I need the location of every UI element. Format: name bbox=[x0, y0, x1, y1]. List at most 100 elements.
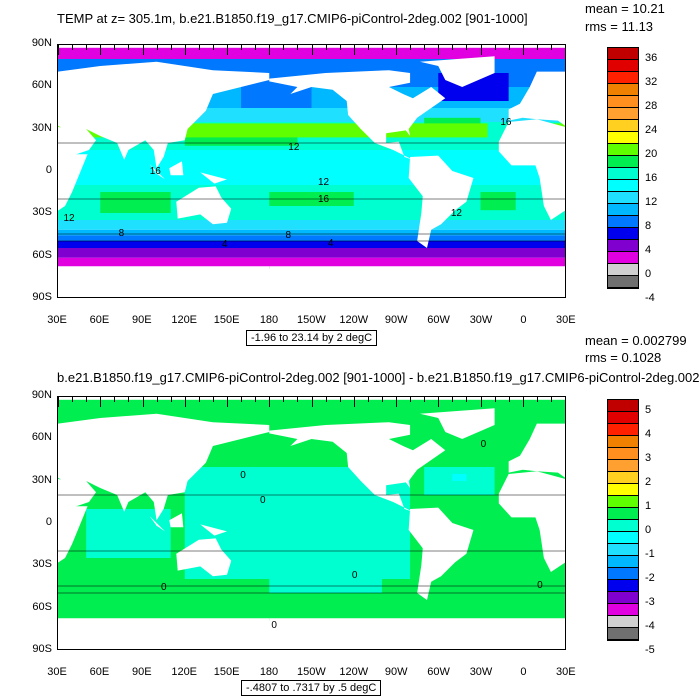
land-borneo bbox=[169, 161, 184, 176]
lon-label: 60E bbox=[89, 666, 110, 678]
colorbar-box bbox=[608, 436, 638, 448]
lon-label: 150E bbox=[213, 314, 240, 326]
tick bbox=[142, 397, 144, 407]
tick bbox=[550, 397, 552, 402]
contour-label: 0 bbox=[240, 470, 246, 482]
colorbar-label: 3 bbox=[645, 452, 652, 464]
lon-label: 60W bbox=[427, 666, 450, 678]
tick bbox=[353, 45, 355, 55]
plot1-colorbar bbox=[607, 47, 639, 289]
lon-label: 90E bbox=[132, 666, 152, 678]
plot1-range-label: -1.96 to 23.14 by 2 degC bbox=[246, 330, 378, 346]
land-eurasia bbox=[508, 423, 565, 478]
colorbar-label: 1 bbox=[645, 500, 652, 512]
lat-label: 90N bbox=[31, 37, 52, 49]
colorbar-box bbox=[608, 180, 638, 192]
lon-label: 90E bbox=[132, 314, 152, 326]
colorbar-box bbox=[608, 240, 638, 252]
lat-label: 60S bbox=[32, 600, 52, 613]
field-band bbox=[58, 241, 565, 248]
plot1-rms: rms = 11.13 bbox=[585, 19, 654, 34]
contour-label: 0 bbox=[271, 619, 277, 631]
lon-label: 180 bbox=[259, 666, 279, 678]
lon-label: 30E bbox=[556, 314, 576, 326]
colorbar-box bbox=[608, 472, 638, 484]
contour-label: 0 bbox=[260, 495, 266, 507]
lon-label: 120E bbox=[171, 314, 198, 326]
land-australia bbox=[176, 186, 232, 225]
colorbar-label: 24 bbox=[645, 124, 658, 136]
tick bbox=[396, 397, 397, 407]
colorbar-label: 4 bbox=[645, 428, 652, 440]
colorbar-box bbox=[608, 120, 638, 132]
field-band bbox=[58, 248, 565, 258]
field-band bbox=[58, 257, 565, 269]
colorbar-label: -5 bbox=[645, 644, 655, 656]
land-borneo bbox=[169, 513, 184, 528]
lat-label: 0 bbox=[45, 163, 52, 176]
tick bbox=[86, 45, 88, 50]
land-africa bbox=[58, 126, 88, 211]
tick bbox=[452, 45, 454, 50]
tick bbox=[339, 397, 341, 402]
tick bbox=[311, 397, 313, 407]
tick bbox=[156, 45, 158, 50]
plot1-title: TEMP at z= 305.1m, b.e21.B1850.f19_g17.C… bbox=[57, 11, 528, 26]
contour-label: 4 bbox=[327, 237, 334, 249]
tick bbox=[142, 45, 144, 55]
lat-label: 60N bbox=[31, 79, 52, 92]
tick bbox=[86, 397, 88, 402]
land-africa bbox=[498, 119, 565, 220]
colorbar-box bbox=[608, 532, 638, 544]
colorbar-box bbox=[608, 484, 638, 496]
colorbar-label: 8 bbox=[645, 220, 652, 232]
lon-label: 60E bbox=[89, 314, 110, 326]
land-newguinea bbox=[200, 524, 227, 536]
colorbar-box bbox=[608, 168, 638, 180]
plot2-range-label: -.4807 to .7317 by .5 degC bbox=[241, 680, 382, 696]
tick bbox=[424, 45, 426, 50]
colorbar-box bbox=[608, 496, 638, 508]
field-patch bbox=[480, 192, 516, 211]
tick bbox=[212, 45, 214, 50]
contour-label: 4 bbox=[221, 239, 228, 251]
tick bbox=[156, 397, 158, 402]
field-band bbox=[58, 235, 565, 241]
colorbar-label: 0 bbox=[645, 268, 652, 280]
tick bbox=[58, 45, 59, 55]
lon-label: 120E bbox=[171, 666, 198, 678]
colorbar-box bbox=[608, 156, 638, 168]
land-australia bbox=[176, 538, 232, 577]
colorbar-label: -4 bbox=[645, 620, 655, 632]
colorbar-label: -3 bbox=[645, 596, 655, 608]
colorbar-box bbox=[608, 252, 638, 264]
tick bbox=[269, 397, 271, 407]
field-band bbox=[58, 229, 565, 236]
contour-label: 12 bbox=[317, 177, 330, 189]
colorbar-box bbox=[608, 568, 638, 580]
land-newguinea bbox=[200, 172, 227, 184]
lon-label: 90W bbox=[384, 314, 408, 326]
lon-label: 30E bbox=[47, 666, 67, 678]
colorbar-label: 36 bbox=[645, 52, 658, 64]
plot1-map: 12 12 16 16 12 8 8 4 4 16 12 bbox=[57, 44, 566, 298]
land-greenland bbox=[419, 408, 495, 439]
tick bbox=[381, 397, 383, 402]
colorbar-label: -1 bbox=[645, 548, 655, 560]
colorbar-box bbox=[608, 216, 638, 228]
tick bbox=[198, 397, 200, 402]
colorbar-box bbox=[608, 520, 638, 532]
lat-label: 60S bbox=[32, 248, 52, 261]
tick bbox=[255, 397, 257, 402]
lat-label: 30N bbox=[31, 473, 52, 486]
lat-label: 90S bbox=[32, 290, 52, 303]
colorbar-box bbox=[608, 592, 638, 604]
contour-label: 12 bbox=[450, 208, 462, 220]
tick bbox=[438, 397, 440, 407]
tick bbox=[297, 397, 299, 402]
lat-label: 60N bbox=[31, 431, 52, 444]
tick bbox=[339, 45, 341, 50]
contour-label: 0 bbox=[537, 580, 543, 592]
contour-label: 12 bbox=[288, 142, 300, 153]
lon-label: 30W bbox=[469, 666, 493, 678]
